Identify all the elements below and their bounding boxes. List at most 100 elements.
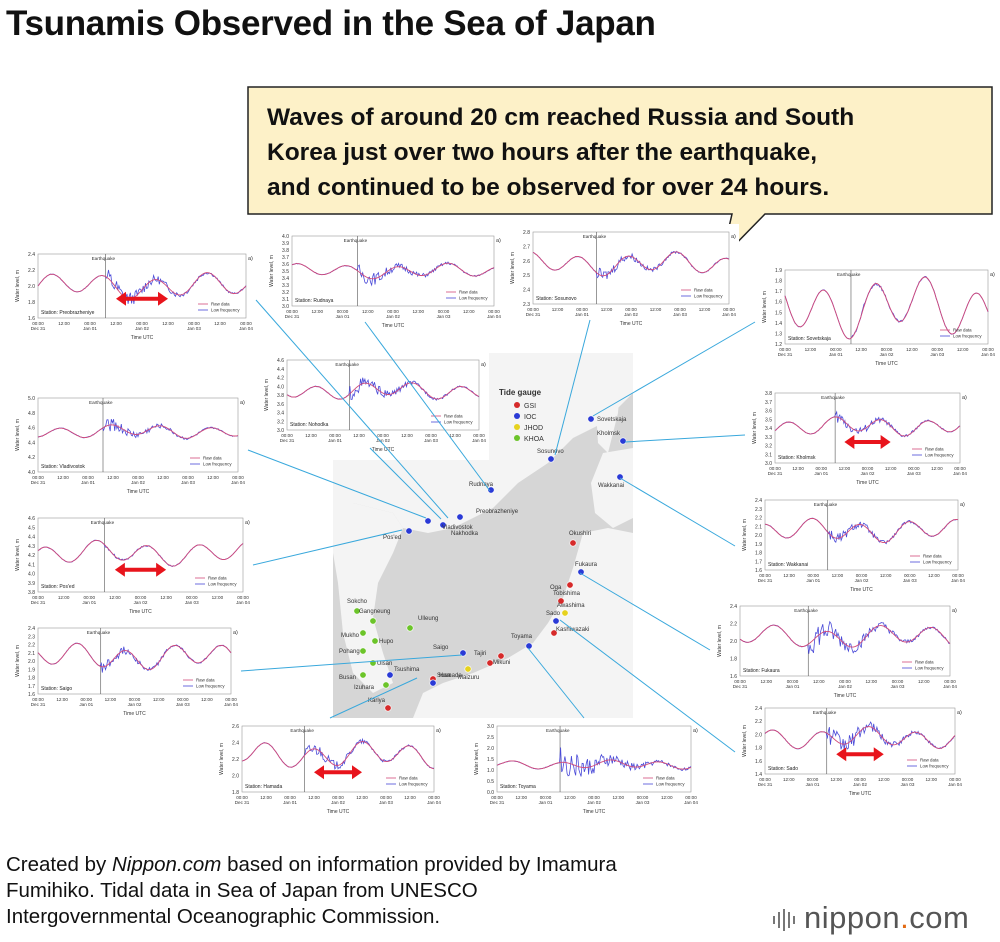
- tide-gauge-station: Mukho: [341, 629, 367, 639]
- legend-raw-label: Raw data: [925, 447, 944, 452]
- y-tick-label: 2.5: [487, 735, 494, 741]
- station-name: Wakkanai: [598, 483, 624, 489]
- x-tick-label: 00:00 Jan 02: [135, 321, 149, 331]
- y-tick-label: 1.6: [775, 300, 782, 306]
- y-tick-label: 2.8: [523, 230, 530, 236]
- nippon-logo: nippon.com: [772, 900, 969, 936]
- y-axis-label: Water level, m: [742, 725, 748, 757]
- x-tick-label: 00:00 Jan 04: [981, 347, 995, 357]
- x-tick-label: 12:00: [931, 466, 943, 471]
- earthquake-label: Earthquake: [344, 238, 368, 243]
- x-tick-label: 12:00: [792, 466, 804, 471]
- y-tick-label: 3.6: [282, 262, 289, 268]
- station-marker: [353, 607, 361, 615]
- y-axis-label: Water level, m: [15, 539, 21, 571]
- x-tick-label: 12:00: [661, 795, 673, 800]
- x-tick-label: 12:00: [880, 573, 892, 578]
- x-tick-label: 00:00 Jan 04: [943, 679, 957, 689]
- x-tick-label: 12:00: [650, 307, 662, 312]
- y-tick-label: 4.4: [28, 440, 35, 446]
- y-tick-label: 2.2: [755, 719, 762, 725]
- y-tick-label: 4.3: [28, 544, 35, 550]
- y-tick-label: 1.7: [775, 289, 782, 295]
- legend-low-label: Low frequency: [196, 684, 225, 689]
- chart-panel-preobrazheniye: 1.6 1.8 2.0 2.2 2.4 Water level, m 00:00 Dec 31…: [8, 246, 256, 348]
- chart-panel-fukaura: 1.6 1.8 2.0 2.2 2.4 Water level, m 00:00 Dec 31…: [710, 598, 960, 706]
- station-marker: [587, 415, 595, 423]
- chart-panel-kholmsk: 3.0 3.1 3.2 3.3 3.4 3.5 3.6 3.7 3.8 Water level, …: [745, 385, 970, 493]
- earthquake-label: Earthquake: [290, 728, 314, 733]
- x-tick-label: 12:00: [928, 573, 940, 578]
- legend-label: KHOA: [524, 436, 544, 443]
- station-name: Pohang: [339, 649, 360, 655]
- station-name: Sovetskaja: [597, 417, 627, 423]
- x-tick-label: 00:00 Dec 31: [778, 347, 793, 357]
- x-tick-label: 00:00 Jan 01: [829, 347, 843, 357]
- plot-frame: [37, 517, 244, 593]
- plot-frame: [37, 627, 232, 695]
- legend-raw-label: Raw data: [399, 776, 418, 781]
- credit-suffix: based on information provided by Imamura: [221, 853, 617, 876]
- station-marker: [371, 637, 379, 645]
- plot-frame: [764, 499, 959, 571]
- x-tick-label: 00:00 Jan 01: [83, 321, 97, 331]
- x-tick-label: 00:00 Dec 31: [758, 573, 773, 583]
- legend-raw-label: Raw data: [196, 678, 215, 683]
- panel-letter: a): [481, 362, 486, 368]
- station-marker: [497, 652, 505, 660]
- x-tick-label: 00:00 Jan 03: [901, 777, 915, 787]
- y-tick-label: 4.0: [282, 234, 289, 240]
- x-tick-label: 12:00: [207, 475, 219, 480]
- callout-line: Korea just over two hours after the eart…: [267, 139, 818, 166]
- callout-line: and continued to be observed for over 24…: [267, 174, 830, 201]
- y-tick-label: 2.2: [232, 757, 239, 763]
- x-tick-label: 00:00 Jan 01: [806, 777, 820, 787]
- y-tick-label: 4.4: [277, 367, 284, 373]
- y-tick-label: 2.2: [28, 643, 35, 649]
- x-axis-label: Time UTC: [131, 335, 154, 341]
- duration-arrow: [836, 747, 884, 762]
- x-tick-label: 12:00: [449, 433, 461, 438]
- x-tick-label: 12:00: [308, 795, 320, 800]
- x-tick-label: 12:00: [157, 475, 169, 480]
- x-tick-label: 00:00 Jan 04: [951, 573, 965, 583]
- earthquake-label: Earthquake: [335, 362, 359, 367]
- station-marker: [569, 539, 577, 547]
- y-axis-label: Water level, m: [742, 519, 748, 551]
- station-marker: [369, 659, 377, 667]
- x-tick-label: 12:00: [404, 795, 416, 800]
- y-tick-label: 1.8: [232, 790, 239, 796]
- x-tick-label: 12:00: [463, 309, 475, 314]
- x-tick-label: 00:00 Jan 03: [424, 433, 438, 443]
- x-tick-label: 12:00: [162, 321, 174, 326]
- y-tick-label: 2.4: [730, 604, 737, 610]
- station-label: Station: Sovetskaja: [788, 336, 831, 342]
- station-label: Station: Kholmsk: [778, 455, 816, 461]
- y-tick-label: 1.8: [755, 746, 762, 752]
- y-tick-label: 3.3: [765, 435, 772, 441]
- station-marker: [424, 517, 432, 525]
- y-tick-label: 2.0: [755, 732, 762, 738]
- y-tick-label: 0.5: [487, 779, 494, 785]
- station-marker: [616, 473, 624, 481]
- low-frequency-series: [764, 726, 956, 750]
- y-tick-label: 3.7: [282, 255, 289, 261]
- x-tick-label: 00:00 Jan 02: [587, 795, 601, 805]
- legend-marker: [514, 413, 520, 419]
- y-tick-label: 3.5: [282, 269, 289, 275]
- station-label: Station: Hamada: [245, 784, 282, 790]
- x-tick-label: 12:00: [107, 475, 119, 480]
- panel-letter: a): [957, 710, 962, 716]
- y-tick-label: 3.9: [28, 581, 35, 587]
- x-tick-label: 00:00 Jan 04: [427, 795, 441, 805]
- x-tick-label: 00:00 Jan 03: [673, 307, 687, 317]
- station-name: Sokcho: [347, 599, 368, 605]
- x-axis-label: Time UTC: [583, 809, 606, 815]
- x-tick-label: 00:00 Jan 02: [853, 777, 867, 787]
- leader-line: [624, 434, 746, 443]
- legend-low-label: Low frequency: [208, 582, 237, 587]
- tide-gauge-station: Mikuni: [493, 652, 510, 666]
- x-tick-label: 00:00 Jan 03: [187, 321, 201, 331]
- legend-low-label: Low frequency: [923, 560, 952, 565]
- x-axis-label: Time UTC: [327, 809, 350, 815]
